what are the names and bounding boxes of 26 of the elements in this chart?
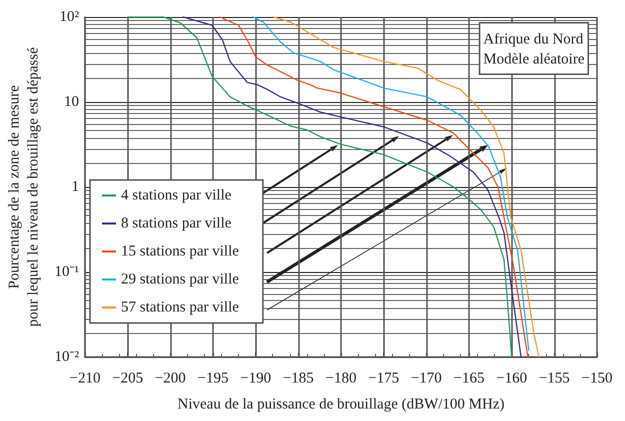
x-tick-label: −155 [538, 370, 570, 386]
x-tick-label: −185 [282, 370, 314, 386]
x-tick-label: −195 [198, 370, 228, 386]
x-tick-label: −200 [154, 370, 186, 386]
x-tick-label: −150 [582, 370, 612, 386]
y-tick-label: 10² [60, 9, 80, 25]
legend-label: 29 stations par ville [121, 272, 240, 288]
x-tick-label: −170 [410, 370, 442, 386]
x-tick-label: −205 [112, 370, 144, 386]
y-tick-label: 10 [64, 94, 79, 110]
y-tick-label: 10⁻² [54, 349, 80, 365]
x-tick-label: −165 [454, 370, 484, 386]
x-tick-label: −210 [70, 370, 100, 386]
legend-label: 15 stations par ville [121, 244, 240, 260]
x-tick-label: −180 [326, 370, 356, 386]
y-tick-label: 1 [72, 179, 79, 195]
legend-label: 8 stations par ville [121, 216, 232, 232]
x-tick-label: −175 [368, 370, 400, 386]
legend-label: 4 stations par ville [121, 188, 232, 204]
x-tick-label: −190 [240, 370, 272, 386]
x-tick-label: −160 [496, 370, 528, 386]
annotation: Afrique du Nord Modèle aléatoire [483, 32, 585, 68]
y-tick-label: 10⁻¹ [54, 264, 79, 280]
legend-label: 57 stations par ville [121, 300, 240, 316]
x-axis-title: Niveau de la puissance de brouillage (dBW/100 MHz) [178, 396, 504, 412]
y-axis-title: Pourcentage de la zone de mesure pour lequel le niveau de brouillage est dépassé [6, 46, 42, 327]
